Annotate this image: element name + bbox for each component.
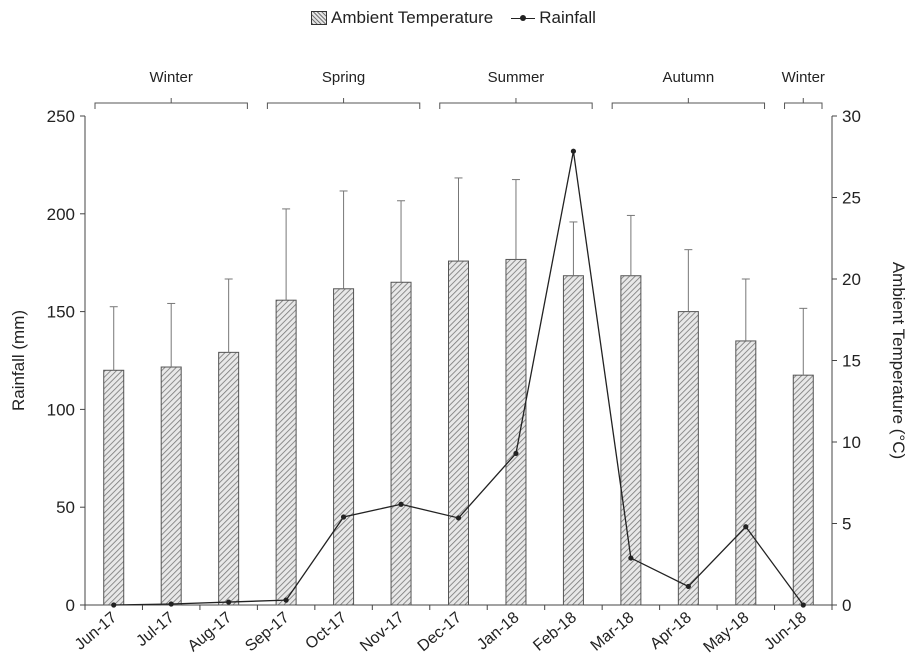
x-tick-label: May-18 xyxy=(701,609,753,656)
x-tick-label: Oct-17 xyxy=(302,609,350,653)
x-tick-label: Jun-17 xyxy=(72,609,120,654)
rainfall-point xyxy=(685,583,691,590)
y-tick-label-left: 200 xyxy=(47,205,75,224)
legend-item-temperature: Ambient Temperature xyxy=(311,8,493,28)
temperature-bar xyxy=(275,299,297,606)
season-label: Winter xyxy=(150,69,193,86)
y-axis-title-right: Ambient Temperature (°C) xyxy=(889,262,907,459)
rainfall-point xyxy=(226,599,232,605)
season-label: Spring xyxy=(322,69,365,86)
legend-bar-swatch xyxy=(311,11,328,25)
y-axis-title-left: Rainfall (mm) xyxy=(9,310,28,411)
legend-item-rainfall: Rainfall xyxy=(511,8,596,28)
legend: Ambient Temperature Rainfall xyxy=(0,8,907,28)
season-label: Winter xyxy=(782,69,825,86)
rainfall-point xyxy=(513,450,519,457)
temperature-bar xyxy=(677,311,699,606)
rainfall-point xyxy=(111,602,117,608)
temperature-bar xyxy=(218,351,240,606)
season-label: Autumn xyxy=(662,69,714,86)
y-tick-label-right: 10 xyxy=(842,433,861,452)
temperature-bar xyxy=(792,374,814,606)
x-tick-label: Jun-18 xyxy=(761,609,809,654)
season-bracket xyxy=(94,98,248,109)
y-tick-label-left: 50 xyxy=(56,498,75,517)
rainfall-point xyxy=(168,601,174,607)
temperature-bar xyxy=(160,366,182,606)
season-bracket xyxy=(611,98,766,109)
y-tick-label-left: 0 xyxy=(66,596,75,615)
x-tick-label: Aug-17 xyxy=(185,609,236,655)
legend-line-swatch xyxy=(511,12,536,24)
x-tick-label: Dec-17 xyxy=(415,609,466,655)
rainfall-point xyxy=(398,501,404,507)
temperature-bar xyxy=(103,369,125,606)
legend-label-rainfall: Rainfall xyxy=(539,8,596,27)
rainfall-point xyxy=(570,148,577,154)
x-tick-label: Mar-18 xyxy=(588,609,638,655)
temperature-bar xyxy=(562,275,584,606)
y-tick-label-right: 0 xyxy=(842,596,851,615)
y-tick-label-left: 150 xyxy=(47,303,75,322)
rainfall-point xyxy=(743,524,749,530)
temperature-bar xyxy=(735,340,757,606)
rainfall-point xyxy=(800,602,806,608)
season-label: Summer xyxy=(488,69,545,86)
season-bracket xyxy=(784,98,823,109)
temperature-bar xyxy=(333,288,355,606)
x-tick-label: Feb-18 xyxy=(530,609,580,655)
x-tick-label: Jul-17 xyxy=(133,609,177,650)
rainfall-point xyxy=(628,555,634,561)
y-tick-label-right: 15 xyxy=(842,352,861,371)
legend-label-temperature: Ambient Temperature xyxy=(331,8,494,27)
y-tick-label-right: 5 xyxy=(842,515,851,534)
temperature-bar xyxy=(448,260,469,606)
temperature-bar xyxy=(390,281,412,606)
rainfall-point xyxy=(455,515,462,521)
season-bracket xyxy=(439,98,593,109)
x-tick-label: Nov-17 xyxy=(357,609,408,655)
y-tick-label-right: 25 xyxy=(842,189,861,208)
y-tick-label-right: 20 xyxy=(842,270,861,289)
y-tick-label-left: 100 xyxy=(47,400,75,419)
y-tick-label-right: 30 xyxy=(842,107,861,126)
y-tick-label-left: 250 xyxy=(47,107,75,126)
x-tick-label: Apr-18 xyxy=(647,609,695,653)
season-bracket xyxy=(266,98,421,109)
rainfall-point xyxy=(340,514,347,520)
x-tick-label: Jan-18 xyxy=(474,609,522,654)
temperature-bar xyxy=(505,258,527,606)
x-tick-label: Sep-17 xyxy=(242,609,293,655)
rainfall-point xyxy=(283,597,289,603)
